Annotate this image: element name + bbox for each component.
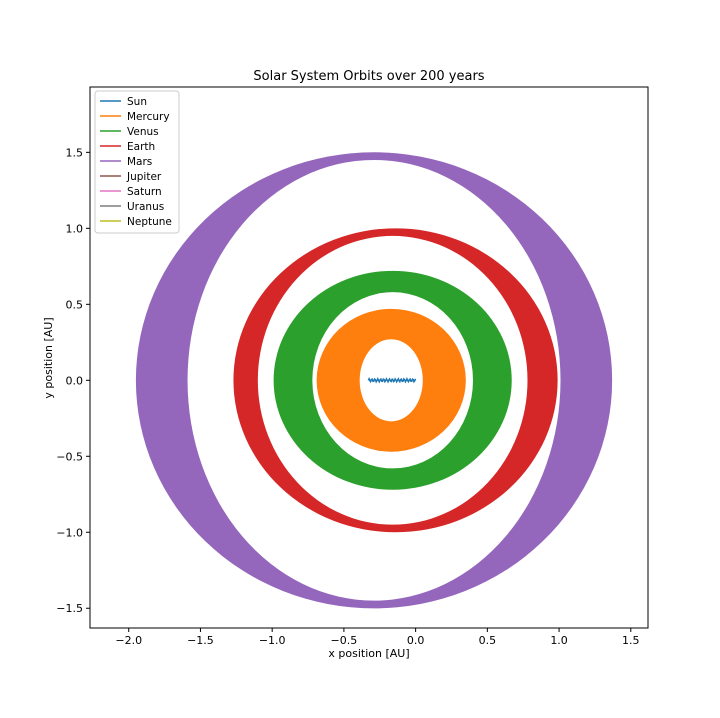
x-tick-label: −0.5 bbox=[331, 634, 358, 647]
legend: Sun Mercury Venus Earth Mars Jupiter Saturn Ura… bbox=[94, 90, 180, 234]
y-axis-label: y position [AU] bbox=[42, 317, 55, 398]
x-tick-label: −2.0 bbox=[115, 634, 142, 647]
legend-label: Saturn bbox=[127, 186, 162, 198]
y-tick-label: 1.5 bbox=[66, 146, 84, 159]
orbit-mercury bbox=[316, 308, 466, 452]
orbit-sun bbox=[367, 376, 417, 384]
series-layer bbox=[135, 152, 613, 609]
x-tick-label: 1.5 bbox=[622, 634, 640, 647]
y-tick-label: −0.5 bbox=[56, 450, 83, 463]
x-tick-label: 1.0 bbox=[550, 634, 568, 647]
y-tick-label: 0.0 bbox=[66, 374, 84, 387]
legend-label: Mercury bbox=[127, 111, 170, 123]
chart-title: Solar System Orbits over 200 years bbox=[253, 69, 484, 84]
x-tick-label: −1.0 bbox=[259, 634, 286, 647]
plot-area bbox=[89, 86, 649, 629]
legend-label: Sun bbox=[127, 96, 147, 108]
x-tick-label: 0.5 bbox=[479, 634, 497, 647]
legend-label: Earth bbox=[127, 141, 155, 153]
legend-label: Mars bbox=[127, 156, 152, 168]
axes-frame bbox=[89, 86, 649, 629]
y-tick-label: 1.0 bbox=[66, 222, 84, 235]
legend-box bbox=[94, 90, 180, 234]
y-tick-label: −1.0 bbox=[56, 526, 83, 539]
x-tick-label: 0.0 bbox=[407, 634, 425, 647]
legend-label: Venus bbox=[127, 126, 159, 138]
y-tick-label: −1.5 bbox=[56, 602, 83, 615]
y-axis: −1.5 −1.0 −0.5 0.0 0.5 1.0 1.5 bbox=[56, 146, 90, 615]
x-tick-label: −1.5 bbox=[187, 634, 214, 647]
legend-label: Jupiter bbox=[126, 171, 162, 183]
x-axis: −2.0 −1.5 −1.0 −0.5 0.0 0.5 1.0 1.5 bbox=[115, 628, 640, 647]
legend-label: Neptune bbox=[127, 216, 172, 228]
legend-label: Uranus bbox=[127, 201, 164, 213]
x-axis-label: x position [AU] bbox=[328, 647, 409, 660]
y-tick-label: 0.5 bbox=[66, 298, 84, 311]
